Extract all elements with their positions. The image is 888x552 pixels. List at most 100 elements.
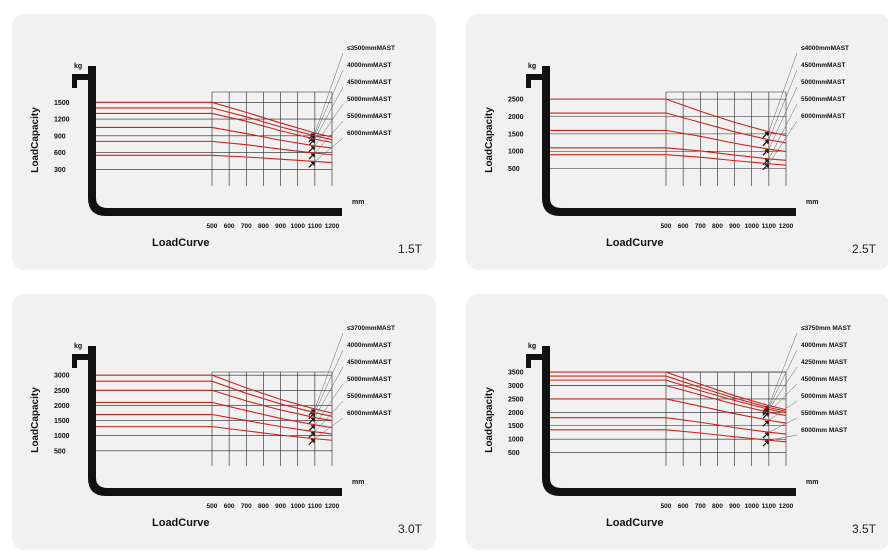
y-tick-label: 2500: [508, 97, 524, 104]
series-label: 6000mmMAST: [801, 113, 845, 120]
y-tick-label: 3000: [54, 373, 70, 380]
series-line: [96, 374, 333, 414]
mast-hook: [72, 354, 77, 368]
x-tick-label: 800: [712, 223, 723, 230]
y-axis-title: LoadCapacity: [484, 387, 495, 453]
series-label: ≤4000mmMAST: [801, 45, 849, 52]
x-tick-label: 700: [695, 503, 706, 510]
y-unit-label: kg: [528, 343, 536, 350]
series-label: 6000mm MAST: [801, 427, 847, 434]
leader-line: [768, 52, 798, 132]
leader-line: [768, 366, 798, 410]
x-tick-label: 1100: [308, 503, 322, 510]
y-tick-label: 1000: [54, 433, 70, 440]
mast-hook: [526, 74, 531, 88]
leader-line: [314, 400, 344, 432]
arrow-marker: [308, 417, 315, 424]
series-line: [96, 426, 333, 441]
x-tick-label: 500: [661, 223, 672, 230]
x-tick-label: 700: [241, 223, 252, 230]
leader-line: [768, 417, 798, 433]
leader-line: [768, 434, 798, 441]
x-tick-label: 1200: [779, 223, 794, 230]
leader-line: [768, 103, 798, 160]
arrow-marker: [308, 146, 315, 153]
capacity-label: 2.5T: [851, 242, 876, 256]
y-tick-label: 500: [508, 450, 520, 457]
series-line: [96, 126, 333, 149]
mast-hook: [72, 74, 88, 80]
mast-hook: [526, 74, 542, 80]
x-axis-title: LoadCurve: [152, 517, 209, 529]
leader-line: [314, 52, 344, 134]
arrow-marker: [308, 161, 315, 168]
series-line: [96, 380, 333, 417]
x-unit-label: mm: [806, 199, 818, 206]
leader-line: [768, 349, 798, 408]
x-tick-label: 700: [241, 503, 252, 510]
series-line: [550, 147, 787, 161]
x-tick-label: 1000: [290, 223, 305, 230]
x-tick-label: 800: [258, 223, 269, 230]
y-tick-label: 2000: [54, 403, 70, 410]
arrow-marker: [762, 432, 769, 439]
x-tick-label: 1100: [308, 223, 322, 230]
series-line: [550, 384, 787, 417]
series-label: 4500mmMAST: [347, 359, 391, 366]
y-tick-label: 1500: [508, 131, 524, 138]
mast-frame: [542, 66, 796, 216]
series-label: 4500mmMAST: [347, 79, 391, 86]
x-tick-label: 900: [275, 503, 286, 510]
arrow-marker: [762, 440, 769, 447]
arrow-marker: [308, 139, 315, 146]
x-tick-label: 1000: [744, 503, 759, 510]
mast-frame: [542, 346, 796, 496]
x-axis-title: LoadCurve: [606, 237, 663, 249]
series-label: ≤3750mm MAST: [801, 325, 851, 332]
y-tick-label: 1000: [508, 149, 524, 156]
series-label: 5000mmMAST: [801, 79, 845, 86]
y-tick-label: 3500: [508, 370, 524, 377]
x-tick-label: 1100: [762, 503, 776, 510]
load-curve-chart: kg mm LoadCapacity LoadCurve 1500 1200 900 600 3…: [30, 45, 395, 249]
leader-line: [314, 417, 344, 439]
series-line: [550, 398, 787, 424]
leader-line: [768, 400, 798, 421]
y-axis-title: LoadCapacity: [484, 107, 495, 173]
leader-line: [768, 69, 798, 140]
y-tick-label: 900: [54, 133, 66, 140]
series-label: 6000mmMAST: [347, 410, 391, 417]
arrow-marker: [308, 153, 315, 160]
capacity-label: 3.5T: [851, 522, 876, 536]
leader-line: [768, 383, 798, 413]
series-label: 4000mm MAST: [801, 342, 847, 349]
series-line: [550, 371, 787, 411]
arrow-marker: [762, 140, 769, 147]
x-unit-label: mm: [806, 479, 818, 486]
x-tick-label: 600: [678, 223, 689, 230]
series-label: 4250mm MAST: [801, 359, 847, 366]
arrow-marker: [762, 149, 769, 156]
series-label: 4500mm MAST: [801, 376, 847, 383]
leader-line: [314, 120, 344, 154]
x-tick-label: 900: [729, 223, 740, 230]
leader-line: [314, 137, 344, 162]
y-tick-label: 500: [508, 166, 520, 173]
x-tick-label: 900: [275, 223, 286, 230]
arrow-marker: [308, 432, 315, 439]
mast-hook: [526, 354, 542, 360]
mast-hook: [72, 354, 88, 360]
series-line: [550, 375, 787, 412]
mast-hook: [72, 74, 77, 88]
y-tick-label: 3000: [508, 383, 524, 390]
load-curve-chart: kg mm LoadCapacity LoadCurve 3000 2500 2000 150…: [30, 325, 395, 529]
y-tick-label: 1500: [508, 423, 524, 430]
arrow-marker: [762, 420, 769, 427]
leader-line: [314, 383, 344, 425]
arrow-marker: [762, 412, 769, 419]
x-unit-label: mm: [352, 199, 364, 206]
x-tick-label: 1000: [744, 223, 759, 230]
series-line: [96, 154, 333, 164]
arrow-marker: [308, 413, 315, 420]
arrow-marker: [762, 159, 769, 166]
